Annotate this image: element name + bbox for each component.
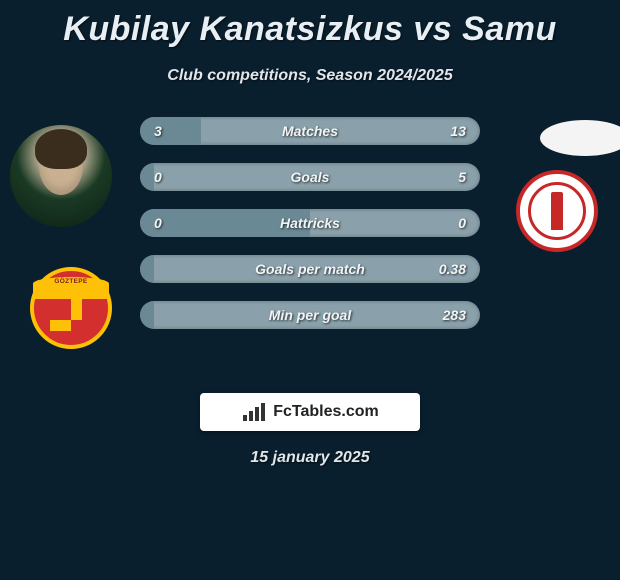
stat-left-value: 0 — [154, 215, 162, 231]
stat-bar: Min per goal 283 — [140, 301, 480, 329]
stat-label: Hattricks — [280, 215, 340, 231]
stat-bar-fill — [140, 163, 154, 191]
player2-avatar — [540, 120, 620, 156]
comparison-panel: 3 Matches 13 0 Goals 5 0 Hattricks 0 Goals per ma… — [0, 115, 620, 375]
stat-label: Goals per match — [255, 261, 365, 277]
stat-label: Goals — [291, 169, 330, 185]
stat-right-value: 283 — [443, 307, 466, 323]
stat-bar: Goals per match 0.38 — [140, 255, 480, 283]
club2-badge — [516, 170, 598, 252]
stat-right-value: 13 — [450, 123, 466, 139]
club1-badge — [30, 267, 112, 349]
stat-bar: 0 Hattricks 0 — [140, 209, 480, 237]
page-title: Kubilay Kanatsizkus vs Samu — [0, 0, 620, 49]
stat-right-value: 5 — [458, 169, 466, 185]
stat-bar-fill — [140, 301, 154, 329]
stat-bar-fill — [140, 255, 154, 283]
brand-badge: FcTables.com — [200, 393, 420, 431]
brand-icon — [241, 401, 267, 423]
stat-label: Matches — [282, 123, 338, 139]
stat-right-value: 0.38 — [439, 261, 466, 277]
stat-bars: 3 Matches 13 0 Goals 5 0 Hattricks 0 Goals per ma… — [140, 117, 480, 329]
date-label: 15 january 2025 — [0, 449, 620, 467]
stat-label: Min per goal — [269, 307, 351, 323]
player1-avatar — [10, 125, 112, 227]
stat-bar: 0 Goals 5 — [140, 163, 480, 191]
brand-text: FcTables.com — [273, 403, 379, 421]
subtitle: Club competitions, Season 2024/2025 — [0, 67, 620, 85]
stat-right-value: 0 — [458, 215, 466, 231]
stat-bar-fill — [140, 117, 201, 145]
stat-bar: 3 Matches 13 — [140, 117, 480, 145]
stat-left-value: 0 — [154, 169, 162, 185]
stat-left-value: 3 — [154, 123, 162, 139]
